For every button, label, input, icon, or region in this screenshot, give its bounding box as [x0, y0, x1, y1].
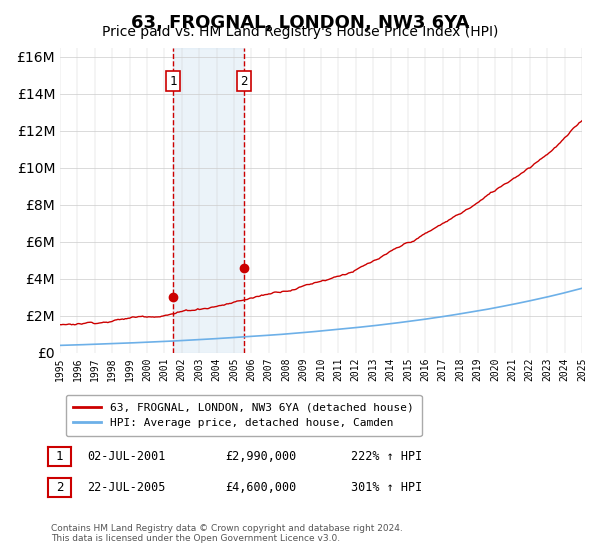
- Text: 2: 2: [56, 481, 63, 494]
- Text: 1: 1: [169, 74, 177, 88]
- Text: £4,600,000: £4,600,000: [225, 480, 296, 494]
- Text: 63, FROGNAL, LONDON, NW3 6YA: 63, FROGNAL, LONDON, NW3 6YA: [131, 14, 469, 32]
- Text: £2,990,000: £2,990,000: [225, 450, 296, 463]
- Text: This data is licensed under the Open Government Licence v3.0.: This data is licensed under the Open Gov…: [51, 534, 340, 543]
- Text: Price paid vs. HM Land Registry's House Price Index (HPI): Price paid vs. HM Land Registry's House …: [102, 25, 498, 39]
- Text: 1: 1: [56, 450, 63, 464]
- Text: Contains HM Land Registry data © Crown copyright and database right 2024.: Contains HM Land Registry data © Crown c…: [51, 524, 403, 533]
- Text: 02-JUL-2001: 02-JUL-2001: [87, 450, 166, 463]
- Bar: [173, 48, 244, 353]
- Text: 222% ↑ HPI: 222% ↑ HPI: [351, 450, 422, 463]
- Text: 22-JUL-2005: 22-JUL-2005: [87, 480, 166, 494]
- Text: 301% ↑ HPI: 301% ↑ HPI: [351, 480, 422, 494]
- Legend: 63, FROGNAL, LONDON, NW3 6YA (detached house), HPI: Average price, detached hous: 63, FROGNAL, LONDON, NW3 6YA (detached h…: [65, 395, 422, 436]
- Text: 2: 2: [241, 74, 248, 88]
